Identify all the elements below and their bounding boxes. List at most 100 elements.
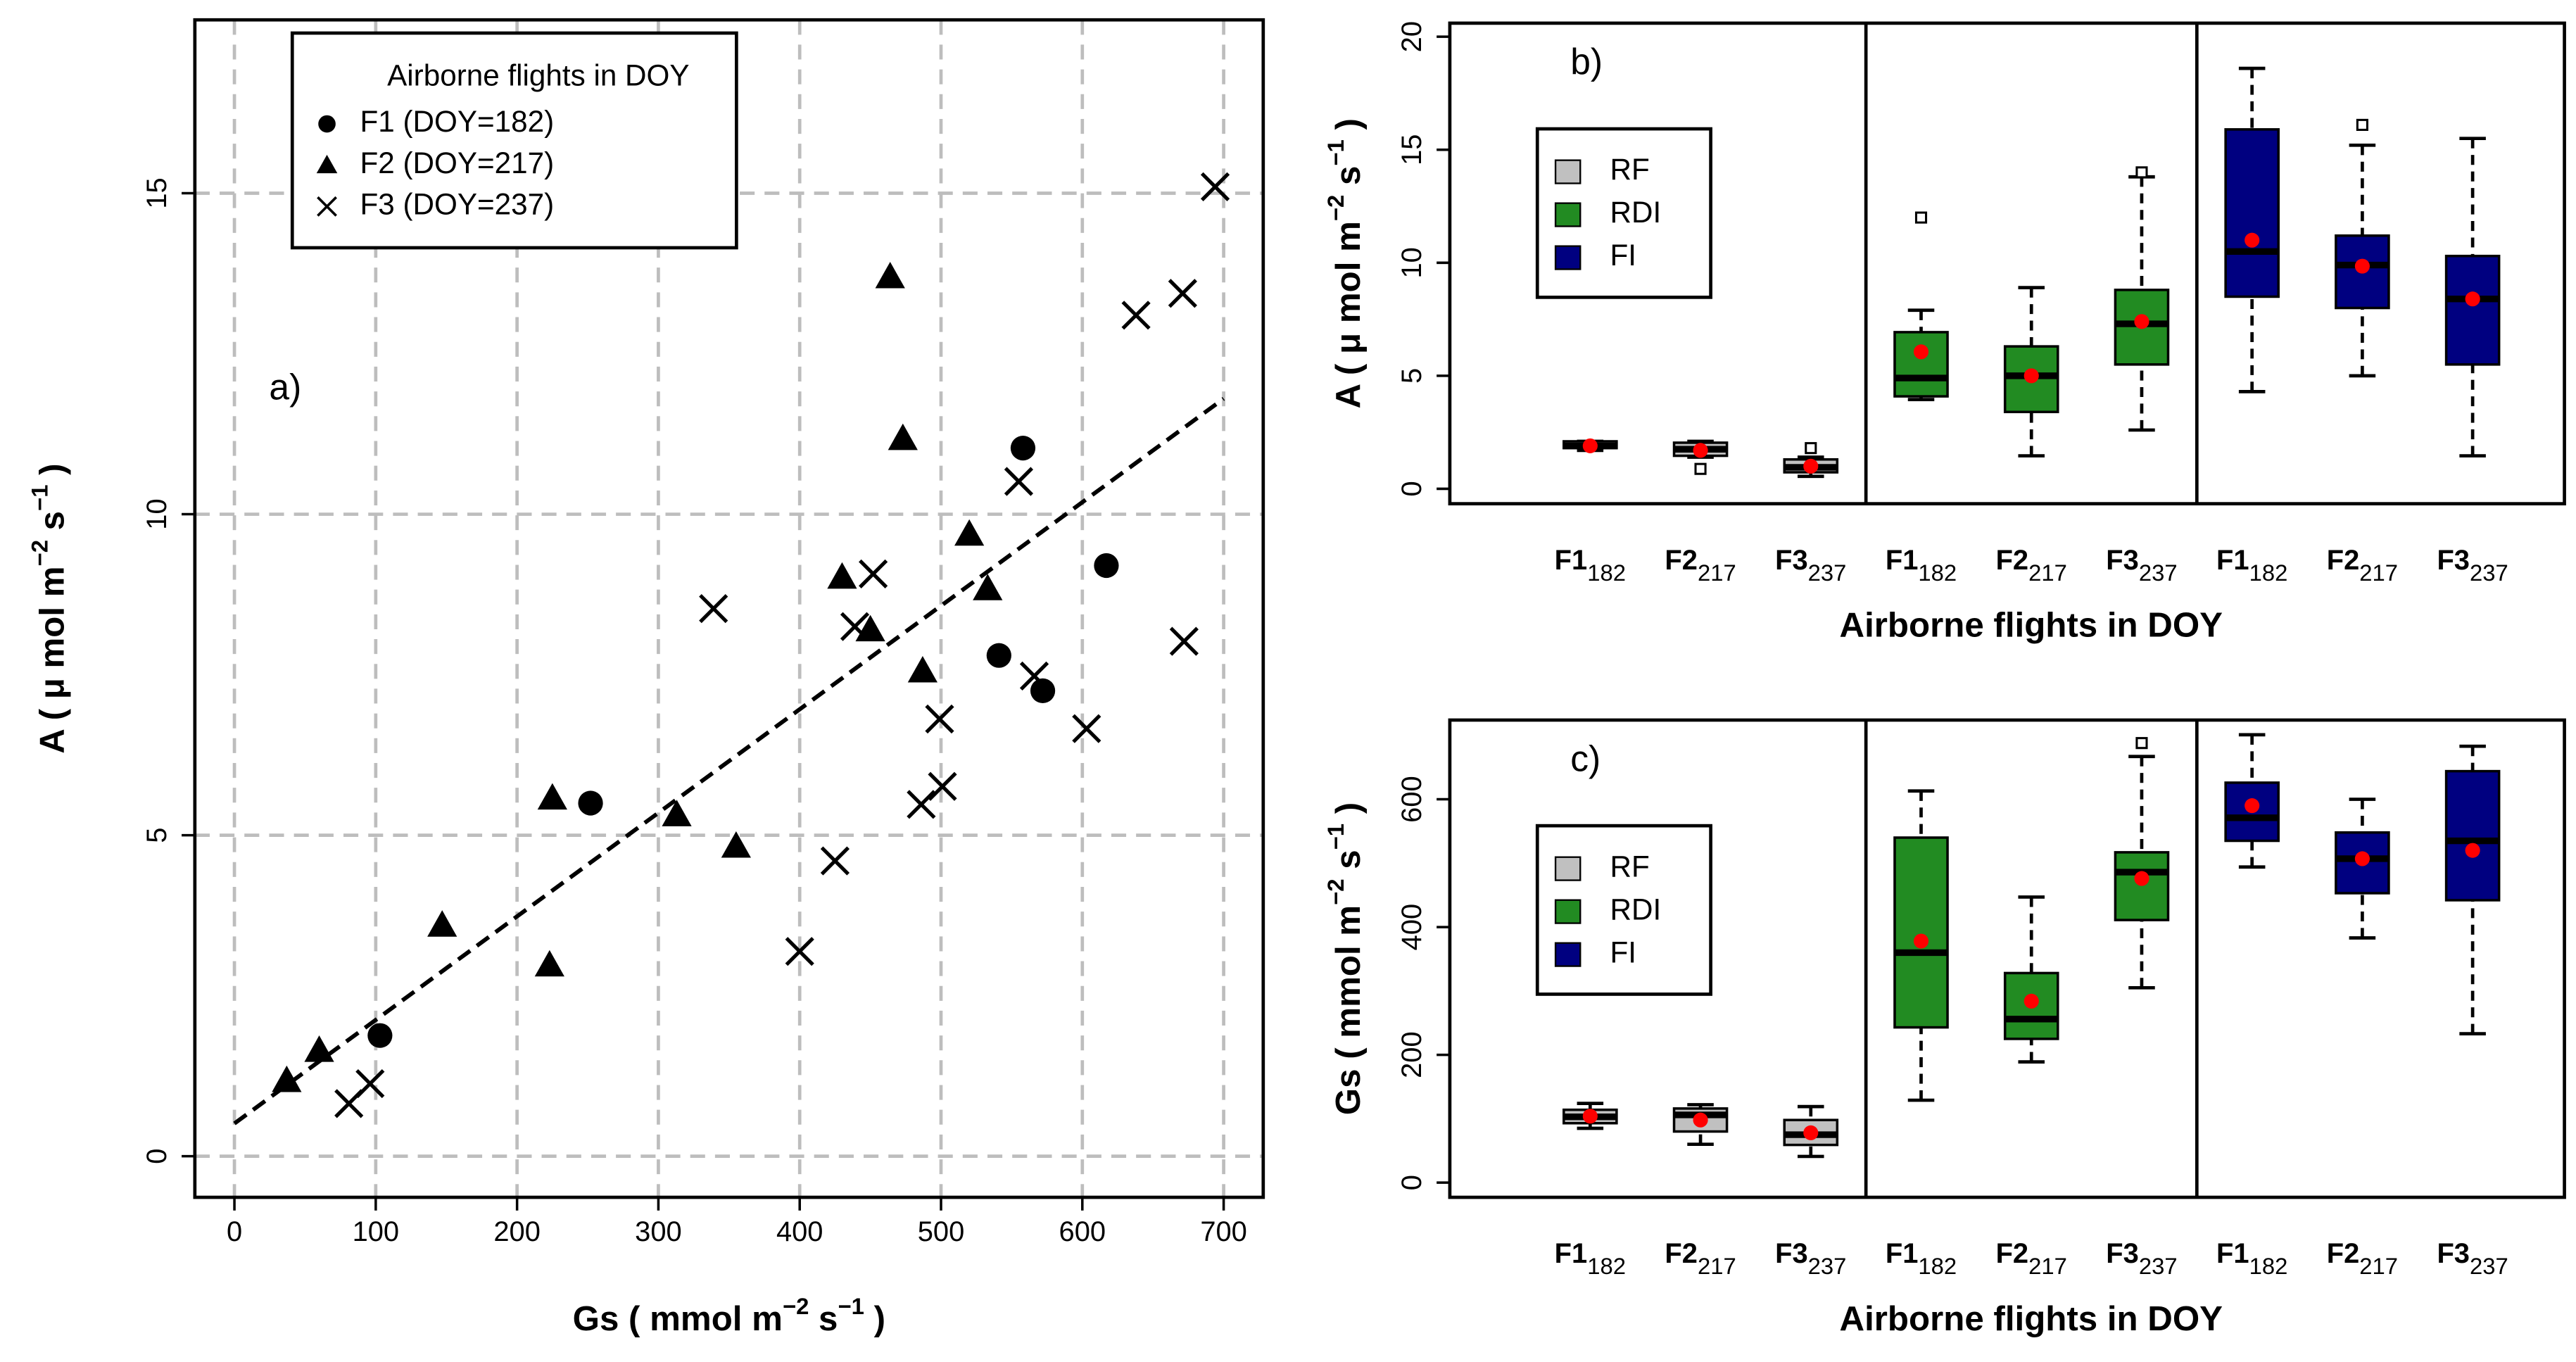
label-part: ): [1329, 802, 1368, 824]
point: [662, 800, 692, 826]
category-sub: 182: [1587, 560, 1626, 586]
legend-box: [290, 31, 738, 250]
legend-label: F3 (DOY=237): [360, 187, 554, 220]
y-tick-label: 200: [1396, 1031, 1427, 1078]
category-sub: 182: [1587, 1253, 1626, 1279]
y-tick-label: 15: [1396, 134, 1427, 165]
panel-label: a): [269, 366, 301, 407]
x-tick-label: F3237: [2437, 1238, 2508, 1280]
legend-swatch: [1554, 942, 1581, 967]
mean: [2244, 798, 2260, 814]
category-sub: 182: [1918, 1253, 1957, 1279]
outlier: [1694, 462, 1707, 475]
point: [537, 783, 567, 810]
legend-label: FI: [1610, 935, 1637, 969]
label-part: −2: [783, 1293, 809, 1319]
point: [355, 1068, 385, 1099]
outlier: [2135, 737, 2148, 750]
y-tick-label: 0: [1396, 1175, 1427, 1190]
point: [986, 643, 1011, 668]
x-tick-label: F1182: [1555, 544, 1626, 586]
legend-label: RDI: [1610, 893, 1662, 926]
plot-frame: [193, 18, 1265, 1199]
panel-label: b): [1570, 41, 1603, 82]
category: F1: [2216, 1238, 2249, 1269]
legend-label: F1 (DOY=182): [360, 105, 554, 138]
outlier: [2356, 118, 2368, 131]
box: [2335, 234, 2390, 310]
y-tick-label: 400: [1396, 904, 1427, 951]
mean: [1693, 1112, 1708, 1128]
y-tick-label: 0: [141, 1149, 172, 1164]
point: [1004, 467, 1034, 496]
legend-swatch: [1554, 202, 1581, 227]
y-tick-label: 0: [1396, 481, 1427, 496]
category: F2: [1996, 544, 2029, 575]
label-part: s: [1329, 166, 1368, 195]
box: [1893, 331, 1949, 398]
category-sub: 217: [2359, 560, 2398, 586]
point: [367, 1023, 393, 1048]
x-tick-label: F2217: [2327, 1238, 2398, 1280]
mean: [2465, 291, 2480, 307]
x-axis-label: Airborne flights in DOY: [1840, 1299, 2223, 1338]
plot-frame: [1448, 21, 2566, 505]
label-part: −1: [27, 485, 53, 511]
x-tick-label: 200: [493, 1216, 541, 1247]
x-tick-label: F1182: [1886, 1238, 1957, 1280]
mean: [2354, 851, 2370, 866]
category: F1: [1555, 544, 1588, 575]
point: [907, 655, 938, 683]
mean: [1913, 933, 1929, 949]
legend-label: RF: [1610, 153, 1650, 186]
x-tick-label: F2217: [2327, 544, 2398, 586]
point: [925, 704, 954, 734]
x-tick-label: F3237: [1775, 1238, 1846, 1280]
point: [954, 519, 985, 546]
trend-line: [233, 396, 1225, 1125]
category: F2: [1996, 1238, 2029, 1269]
box: [1893, 836, 1949, 1029]
point: [875, 261, 905, 289]
point: [888, 423, 918, 450]
legend-swatch: [1554, 159, 1581, 184]
y-tick-label: 5: [141, 828, 172, 843]
point: [840, 612, 870, 641]
category: F1: [1886, 544, 1919, 575]
x-tick-label: 700: [1200, 1216, 1247, 1247]
category-sub: 237: [2139, 560, 2178, 586]
y-tick-label: 10: [1396, 247, 1427, 278]
box: [2224, 128, 2280, 298]
mean: [1803, 1125, 1819, 1140]
mean: [2023, 993, 2039, 1009]
box: [2444, 254, 2501, 366]
point: [785, 937, 814, 966]
category-sub: 182: [1918, 560, 1957, 586]
legend-label: FI: [1610, 239, 1637, 272]
label-part: s: [1329, 850, 1368, 878]
category: F3: [2106, 544, 2139, 575]
label-part: Gs ( mmol m: [1329, 905, 1368, 1115]
category: F3: [2106, 1238, 2139, 1269]
legend-swatch: [1554, 856, 1581, 881]
x-tick-label: F1182: [2216, 544, 2287, 586]
label-part: Airborne flights in DOY: [1840, 606, 2223, 645]
outlier: [1805, 442, 1817, 455]
box: [2444, 769, 2501, 902]
mean: [2354, 258, 2370, 274]
category-sub: 217: [2359, 1253, 2398, 1279]
point: [427, 910, 457, 937]
category: F3: [2437, 544, 2470, 575]
legend-title: Airborne flights in DOY: [387, 58, 689, 92]
x-tick-label: F2217: [1665, 1238, 1736, 1280]
y-tick-label: 15: [141, 177, 172, 208]
y-axis-label: Gs ( mmol m−2 s−1 ): [1322, 802, 1368, 1115]
point: [928, 771, 957, 801]
y-tick-label: 600: [1396, 776, 1427, 823]
x-tick-label: F1182: [2216, 1238, 2287, 1280]
mean: [1582, 1109, 1598, 1124]
category: F3: [2437, 1238, 2470, 1269]
x-tick-label: 300: [635, 1216, 682, 1247]
category: F3: [1775, 544, 1808, 575]
mean: [1803, 458, 1819, 474]
